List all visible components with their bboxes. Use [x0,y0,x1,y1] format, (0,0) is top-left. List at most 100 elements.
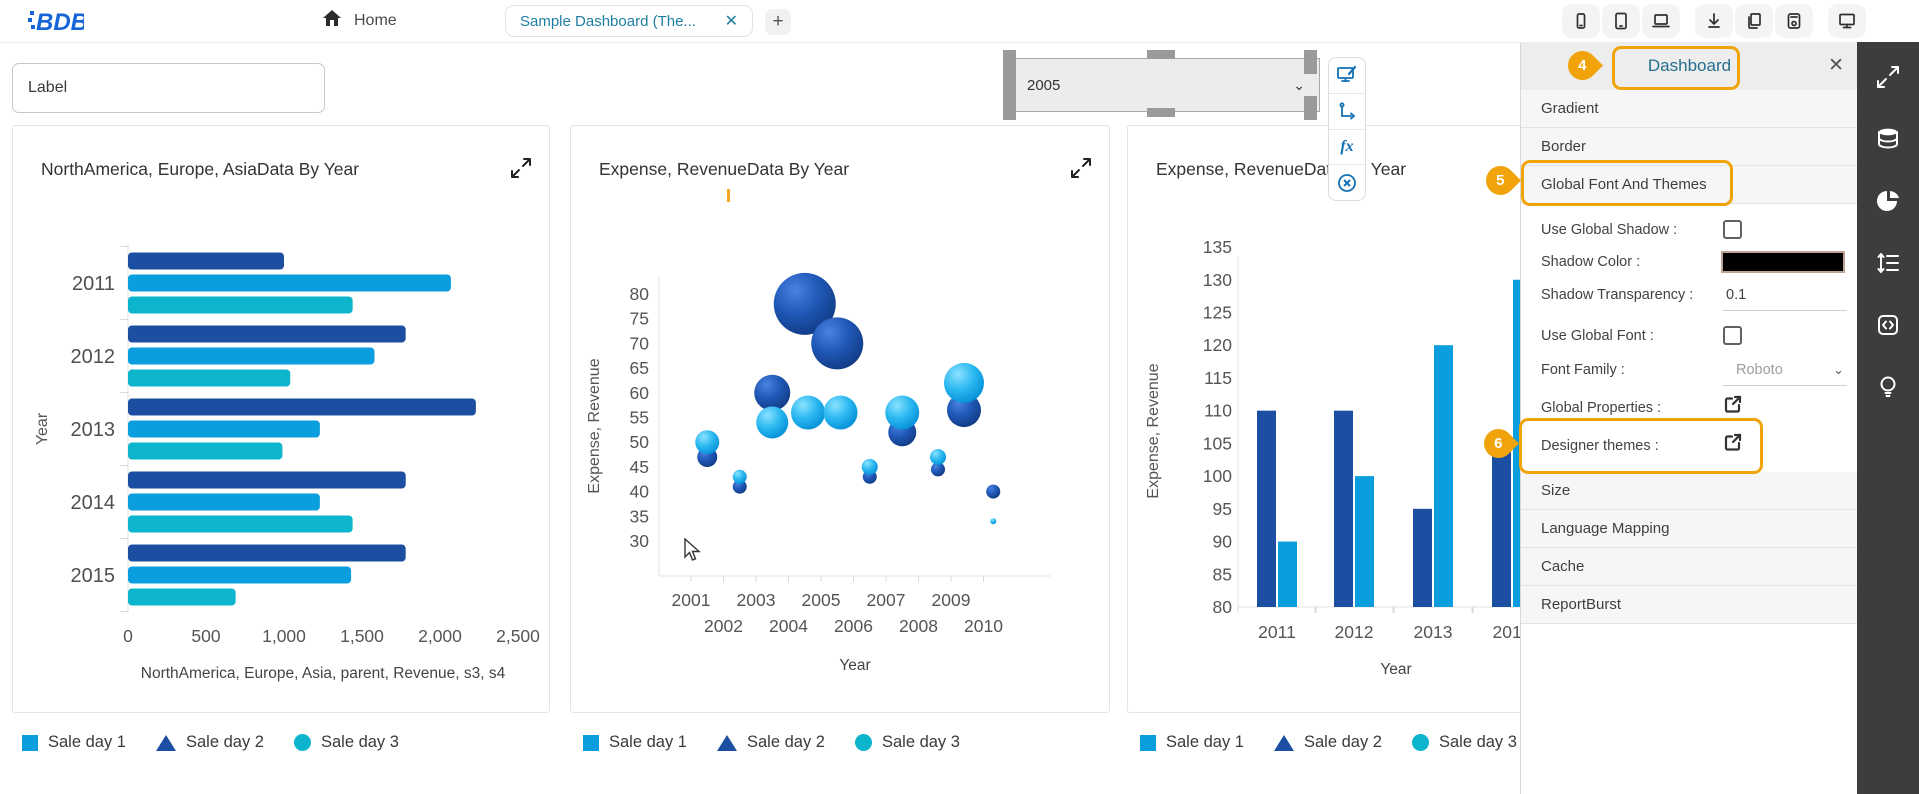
shadow-transparency-input[interactable]: 0.1 [1726,287,1747,303]
svg-text:Year: Year [34,412,51,445]
column-chart-card[interactable]: Expense, RevenueData By Year 80 85 90 95 100… [1127,125,1552,713]
svg-text:105: 105 [1203,433,1232,453]
label-widget[interactable]: Label [12,63,325,113]
global-properties-label: Global Properties : [1541,400,1662,416]
svg-text:500: 500 [191,626,220,646]
svg-text:2,000: 2,000 [418,626,462,646]
selection-handle[interactable] [1147,108,1175,117]
selection-handle[interactable] [1304,50,1317,74]
tab-close-icon[interactable]: ✕ [724,13,738,30]
section-language-mapping[interactable]: Language Mapping [1521,510,1858,548]
add-tab-button[interactable]: + [765,9,791,35]
panel-title: Dashboard [1647,56,1732,75]
charts-icon[interactable] [1875,188,1901,219]
bar-chart-card[interactable]: NorthAmerica, Europe, AsiaData By Year 2… [12,125,550,713]
export-button[interactable] [1695,4,1733,38]
external-link-icon[interactable] [1723,432,1743,457]
edit-widget-icon[interactable] [1329,58,1365,94]
use-global-shadow-checkbox[interactable] [1723,220,1742,239]
svg-text:30: 30 [630,531,650,551]
legend-item[interactable]: Sale day 1 [1140,733,1244,752]
legend-item[interactable]: Sale day 2 [1273,733,1382,752]
column-chart-plot[interactable]: 80 85 90 95 100 105 110 115 120 125 130 135 2011 2012… [1128,126,1552,712]
save-button[interactable] [1775,4,1813,38]
svg-text:2001: 2001 [672,590,711,610]
bubble-chart-plot[interactable]: 30 35 40 45 50 55 60 65 70 75 80 2001 2002 2003 2004 20… [571,126,1109,712]
home-icon[interactable] [322,8,342,33]
selection-handle[interactable] [1147,50,1175,59]
legend-item[interactable]: Sale day 3 [854,733,960,752]
code-icon[interactable] [1875,312,1901,343]
svg-text:2015: 2015 [71,565,116,587]
dashboard-tab[interactable]: Sample Dashboard (The... ✕ [505,5,753,37]
column-chart-title: Expense, RevenueData By Year [1156,159,1407,179]
external-link-icon[interactable] [1723,394,1743,419]
data-source-icon[interactable] [1875,126,1901,157]
close-icon[interactable]: ✕ [1828,55,1844,76]
formula-icon[interactable]: fx [1329,130,1365,166]
dashboard-tab-label: Sample Dashboard (The... [520,12,696,30]
svg-text:35: 35 [630,506,649,526]
selection-handle[interactable] [1304,96,1317,120]
svg-text:2,500: 2,500 [496,626,540,646]
legend-item[interactable]: Sale day 3 [293,733,399,752]
maximize-icon[interactable] [1069,156,1093,185]
remove-widget-icon[interactable] [1329,165,1365,200]
shadow-color-swatch[interactable] [1721,251,1845,273]
bdb-logo[interactable]: BDB [28,5,88,42]
svg-text:2013: 2013 [71,419,116,441]
maximize-icon[interactable] [509,156,533,185]
svg-text:2012: 2012 [71,346,116,368]
mobile-preview-button[interactable] [1562,4,1600,38]
legend-item[interactable]: Sale day 3 [1411,733,1517,752]
section-border[interactable]: Border [1521,128,1858,166]
legend-swatch-circle [1411,734,1429,751]
legend-item[interactable]: Sale day 2 [155,733,264,752]
svg-text:2010: 2010 [964,616,1003,636]
chevron-down-icon[interactable]: ⌄ [1833,362,1844,377]
legend-item[interactable]: Sale day 1 [22,733,126,752]
designer-sidebar [1857,42,1919,794]
section-global-font-themes[interactable]: Global Font And Themes [1521,166,1858,204]
font-family-select[interactable]: Roboto [1736,362,1783,378]
selection-handle[interactable] [1003,50,1016,74]
year-filter-dropdown[interactable]: 2005 ⌄ [1012,58,1320,112]
svg-text:90: 90 [1213,532,1233,552]
desktop-preview-button[interactable] [1828,4,1866,38]
legend-swatch-circle [854,734,872,751]
section-reportburst[interactable]: ReportBurst [1521,586,1858,624]
legend-item[interactable]: Sale day 2 [716,733,825,752]
svg-text:0: 0 [123,626,133,646]
position-icon[interactable] [1329,94,1365,130]
tablet-preview-button[interactable] [1602,4,1640,38]
legend-item[interactable]: Sale day 1 [583,733,687,752]
list-spacing-icon[interactable] [1875,250,1901,281]
expand-icon[interactable] [1875,64,1901,95]
svg-text:50: 50 [630,432,650,452]
svg-text:2013: 2013 [1414,622,1453,642]
duplicate-button[interactable] [1735,4,1773,38]
legend-swatch-square [1140,734,1156,751]
svg-text:85: 85 [1213,564,1232,584]
bubble-chart-card[interactable]: Expense, RevenueData By Year 30 35 40 45 50 5… [570,125,1110,713]
svg-text:45: 45 [630,457,649,477]
legend-swatch-square [22,734,38,751]
font-family-label: Font Family : [1541,362,1625,378]
svg-text:2004: 2004 [769,616,808,636]
svg-text:125: 125 [1203,302,1232,322]
svg-text:60: 60 [630,383,650,403]
insights-icon[interactable] [1875,374,1901,405]
home-label[interactable]: Home [354,11,397,29]
year-filter-value: 2005 [1027,76,1061,94]
designer-themes-label: Designer themes : [1541,438,1659,454]
section-size[interactable]: Size [1521,472,1858,510]
bar-chart-plot[interactable]: 2011 2012 2013 2014 2015 0 500 1,000 1,500 2,000 2… [13,126,549,712]
laptop-preview-button[interactable] [1642,4,1680,38]
section-gradient[interactable]: Gradient [1521,90,1858,128]
selection-handle[interactable] [1003,73,1016,97]
use-global-font-checkbox[interactable] [1723,326,1742,345]
svg-text:2009: 2009 [932,590,971,610]
section-cache[interactable]: Cache [1521,548,1858,586]
selection-handle[interactable] [1003,96,1016,120]
